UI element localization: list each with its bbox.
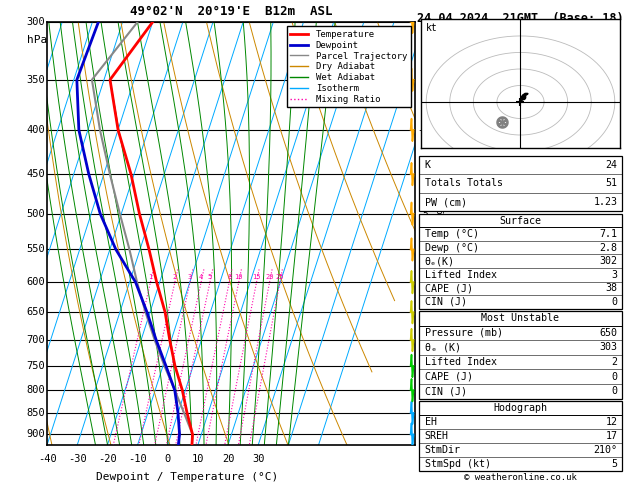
Text: 25: 25 [276, 274, 284, 279]
Text: -2: -2 [417, 385, 429, 395]
Text: 900: 900 [26, 430, 45, 439]
Text: 17: 17 [606, 431, 618, 441]
Text: CIN (J): CIN (J) [425, 386, 467, 396]
Text: 0: 0 [165, 454, 171, 464]
Text: 400: 400 [26, 125, 45, 135]
Text: Lifted Index: Lifted Index [425, 270, 497, 280]
Text: 302: 302 [599, 256, 618, 266]
Text: Surface: Surface [499, 216, 542, 226]
Text: θₑ (K): θₑ (K) [425, 343, 460, 352]
Text: -5: -5 [417, 208, 429, 219]
Text: 7.1: 7.1 [599, 229, 618, 239]
Text: -20: -20 [98, 454, 117, 464]
Text: 24.04.2024  21GMT  (Base: 18): 24.04.2024 21GMT (Base: 18) [417, 12, 624, 25]
Text: 2.8: 2.8 [599, 243, 618, 253]
Text: StmSpd (kt): StmSpd (kt) [425, 459, 491, 469]
Text: 650: 650 [26, 307, 45, 317]
Text: EH: EH [425, 417, 437, 427]
Text: 450: 450 [26, 169, 45, 179]
Bar [420, 156, 621, 211]
Bar [420, 214, 621, 309]
Text: StmDir: StmDir [425, 445, 460, 455]
Text: CIN (J): CIN (J) [425, 297, 467, 307]
Text: PW (cm): PW (cm) [425, 197, 467, 207]
Text: 10: 10 [235, 274, 243, 279]
Text: -30: -30 [68, 454, 87, 464]
Text: 600: 600 [26, 277, 45, 287]
Text: Mixing Ratio (g/kg): Mixing Ratio (g/kg) [437, 203, 445, 306]
Text: Hodograph: Hodograph [494, 403, 547, 413]
Text: 24: 24 [606, 160, 618, 170]
Text: Most Unstable: Most Unstable [481, 313, 560, 323]
Text: 500: 500 [26, 208, 45, 219]
Text: 20: 20 [265, 274, 274, 279]
Text: 1: 1 [148, 274, 153, 279]
Text: 38: 38 [606, 283, 618, 294]
Text: hPa: hPa [27, 35, 47, 45]
Text: 550: 550 [26, 244, 45, 255]
Text: 2: 2 [611, 357, 618, 367]
Text: 12: 12 [606, 417, 618, 427]
Text: SREH: SREH [425, 431, 448, 441]
Text: K: K [425, 160, 431, 170]
Text: 51: 51 [606, 178, 618, 189]
Text: 800: 800 [26, 385, 45, 395]
Bar [420, 311, 621, 399]
Text: kt: kt [426, 23, 438, 33]
Text: 30: 30 [252, 454, 265, 464]
Text: Pressure (mb): Pressure (mb) [425, 328, 503, 338]
Text: 3: 3 [188, 274, 192, 279]
Text: 700: 700 [26, 335, 45, 345]
Text: -1: -1 [417, 430, 429, 439]
Text: 3: 3 [611, 270, 618, 280]
Text: 4: 4 [199, 274, 203, 279]
Text: Totals Totals: Totals Totals [425, 178, 503, 189]
Text: -4: -4 [417, 277, 429, 287]
Text: 5: 5 [611, 459, 618, 469]
Text: 49°02'N  20°19'E  B12m  ASL: 49°02'N 20°19'E B12m ASL [130, 5, 332, 17]
Text: © weatheronline.co.uk: © weatheronline.co.uk [464, 473, 577, 482]
Text: 0: 0 [611, 297, 618, 307]
Text: 1.23: 1.23 [593, 197, 618, 207]
Text: Dewp (°C): Dewp (°C) [425, 243, 479, 253]
Text: -40: -40 [38, 454, 57, 464]
Text: Lifted Index: Lifted Index [425, 357, 497, 367]
Text: 0: 0 [611, 386, 618, 396]
Text: -3: -3 [417, 335, 429, 345]
Text: Dewpoint / Temperature (°C): Dewpoint / Temperature (°C) [96, 472, 278, 482]
Text: Temp (°C): Temp (°C) [425, 229, 479, 239]
Text: 15: 15 [252, 274, 261, 279]
Text: CAPE (J): CAPE (J) [425, 283, 472, 294]
Text: 750: 750 [26, 361, 45, 371]
Text: 300: 300 [26, 17, 45, 27]
Text: θₑ(K): θₑ(K) [425, 256, 455, 266]
Text: -7: -7 [417, 125, 429, 135]
Text: 350: 350 [26, 75, 45, 85]
Text: -LCL: -LCL [417, 408, 440, 418]
Text: 210°: 210° [593, 445, 618, 455]
Text: CAPE (J): CAPE (J) [425, 372, 472, 382]
Text: 2: 2 [173, 274, 177, 279]
Text: 8: 8 [227, 274, 231, 279]
Text: -10: -10 [128, 454, 147, 464]
Text: 10: 10 [192, 454, 204, 464]
Text: 20: 20 [222, 454, 235, 464]
Legend: Temperature, Dewpoint, Parcel Trajectory, Dry Adiabat, Wet Adiabat, Isotherm, Mi: Temperature, Dewpoint, Parcel Trajectory… [287, 26, 411, 107]
Text: 850: 850 [26, 408, 45, 418]
Text: 0: 0 [611, 372, 618, 382]
Text: 303: 303 [599, 343, 618, 352]
Text: 650: 650 [599, 328, 618, 338]
Bar [420, 401, 621, 471]
Text: 5: 5 [208, 274, 212, 279]
